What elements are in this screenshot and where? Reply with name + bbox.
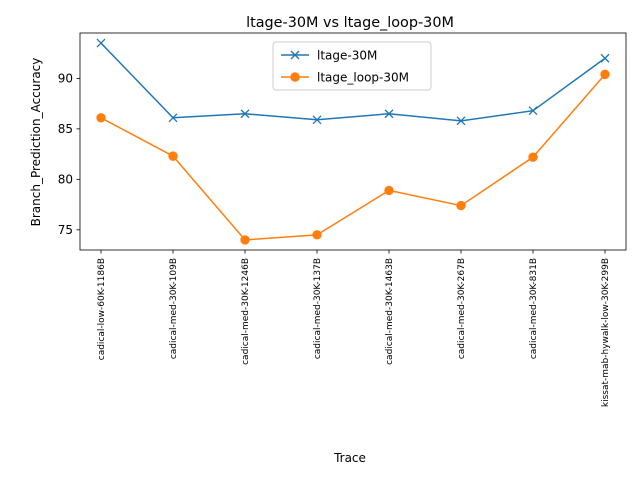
y-tick-label: 85: [58, 122, 73, 136]
data-point-series-1: [456, 200, 466, 211]
y-tick-label: 80: [58, 172, 73, 186]
chart-title: ltage-30M vs ltage_loop-30M: [246, 15, 454, 31]
legend-label-1: ltage_loop-30M: [317, 71, 409, 85]
y-tick-label: 75: [58, 223, 73, 237]
x-tick-label: cadical-low-60K-1186B: [97, 258, 107, 360]
x-marker-stroke: [600, 53, 610, 63]
y-axis-label: Branch_Prediction_Accuracy: [29, 58, 43, 227]
legend-label-0: ltage-30M: [317, 49, 377, 63]
data-point-series-0: [96, 38, 106, 48]
x-marker-stroke: [312, 115, 322, 125]
x-axis-label: Trace: [333, 451, 366, 465]
chart-legend: ltage-30M ltage_loop-30M: [272, 41, 432, 91]
x-tick-label: kissat-mab-hywalk-low-30K-299B: [601, 258, 611, 407]
data-point-series-0: [456, 116, 466, 126]
x-tick-label: cadical-med-30K-267B: [457, 258, 467, 359]
x-tick-label: cadical-med-30K-109B: [169, 258, 179, 359]
x-tick-label: cadical-med-30K-831B: [529, 258, 539, 359]
data-point-series-0: [312, 115, 322, 125]
data-point-series-1: [312, 230, 322, 240]
data-point-series-1: [528, 152, 538, 162]
data-point-series-1: [96, 113, 106, 123]
data-point-series-1: [168, 151, 178, 161]
x-marker-stroke: [456, 116, 466, 126]
data-point-series-0: [240, 109, 250, 119]
series-line-1: [100, 73, 606, 241]
data-point-series-1: [240, 235, 250, 245]
axes-frame: [79, 32, 627, 251]
x-tick-label: cadical-med-30K-1463B: [385, 258, 395, 365]
data-point-series-0: [168, 113, 178, 123]
legend-box: [272, 41, 432, 91]
data-point-series-1: [384, 185, 394, 196]
data-point-series-0: [384, 109, 394, 119]
x-marker-stroke: [96, 38, 106, 48]
x-marker-stroke: [384, 109, 394, 119]
legend-marker-0: [290, 50, 300, 60]
x-marker-stroke: [168, 113, 178, 123]
y-tick-label: 90: [58, 71, 73, 85]
data-point-series-0: [528, 106, 538, 116]
x-tick-label: cadical-med-30K-137B: [313, 258, 323, 359]
x-tick-label: cadical-med-30K-1246B: [241, 258, 251, 365]
x-marker-stroke: [240, 109, 250, 119]
data-point-series-0: [600, 53, 610, 63]
legend-marker-1: [290, 72, 300, 82]
data-point-series-1: [600, 69, 610, 80]
series-line-0: [100, 42, 606, 122]
x-marker-stroke: [528, 106, 538, 116]
plot-area: 75 80 85 90 cadical-low-60K-1186B cadical-med…: [58, 32, 627, 407]
